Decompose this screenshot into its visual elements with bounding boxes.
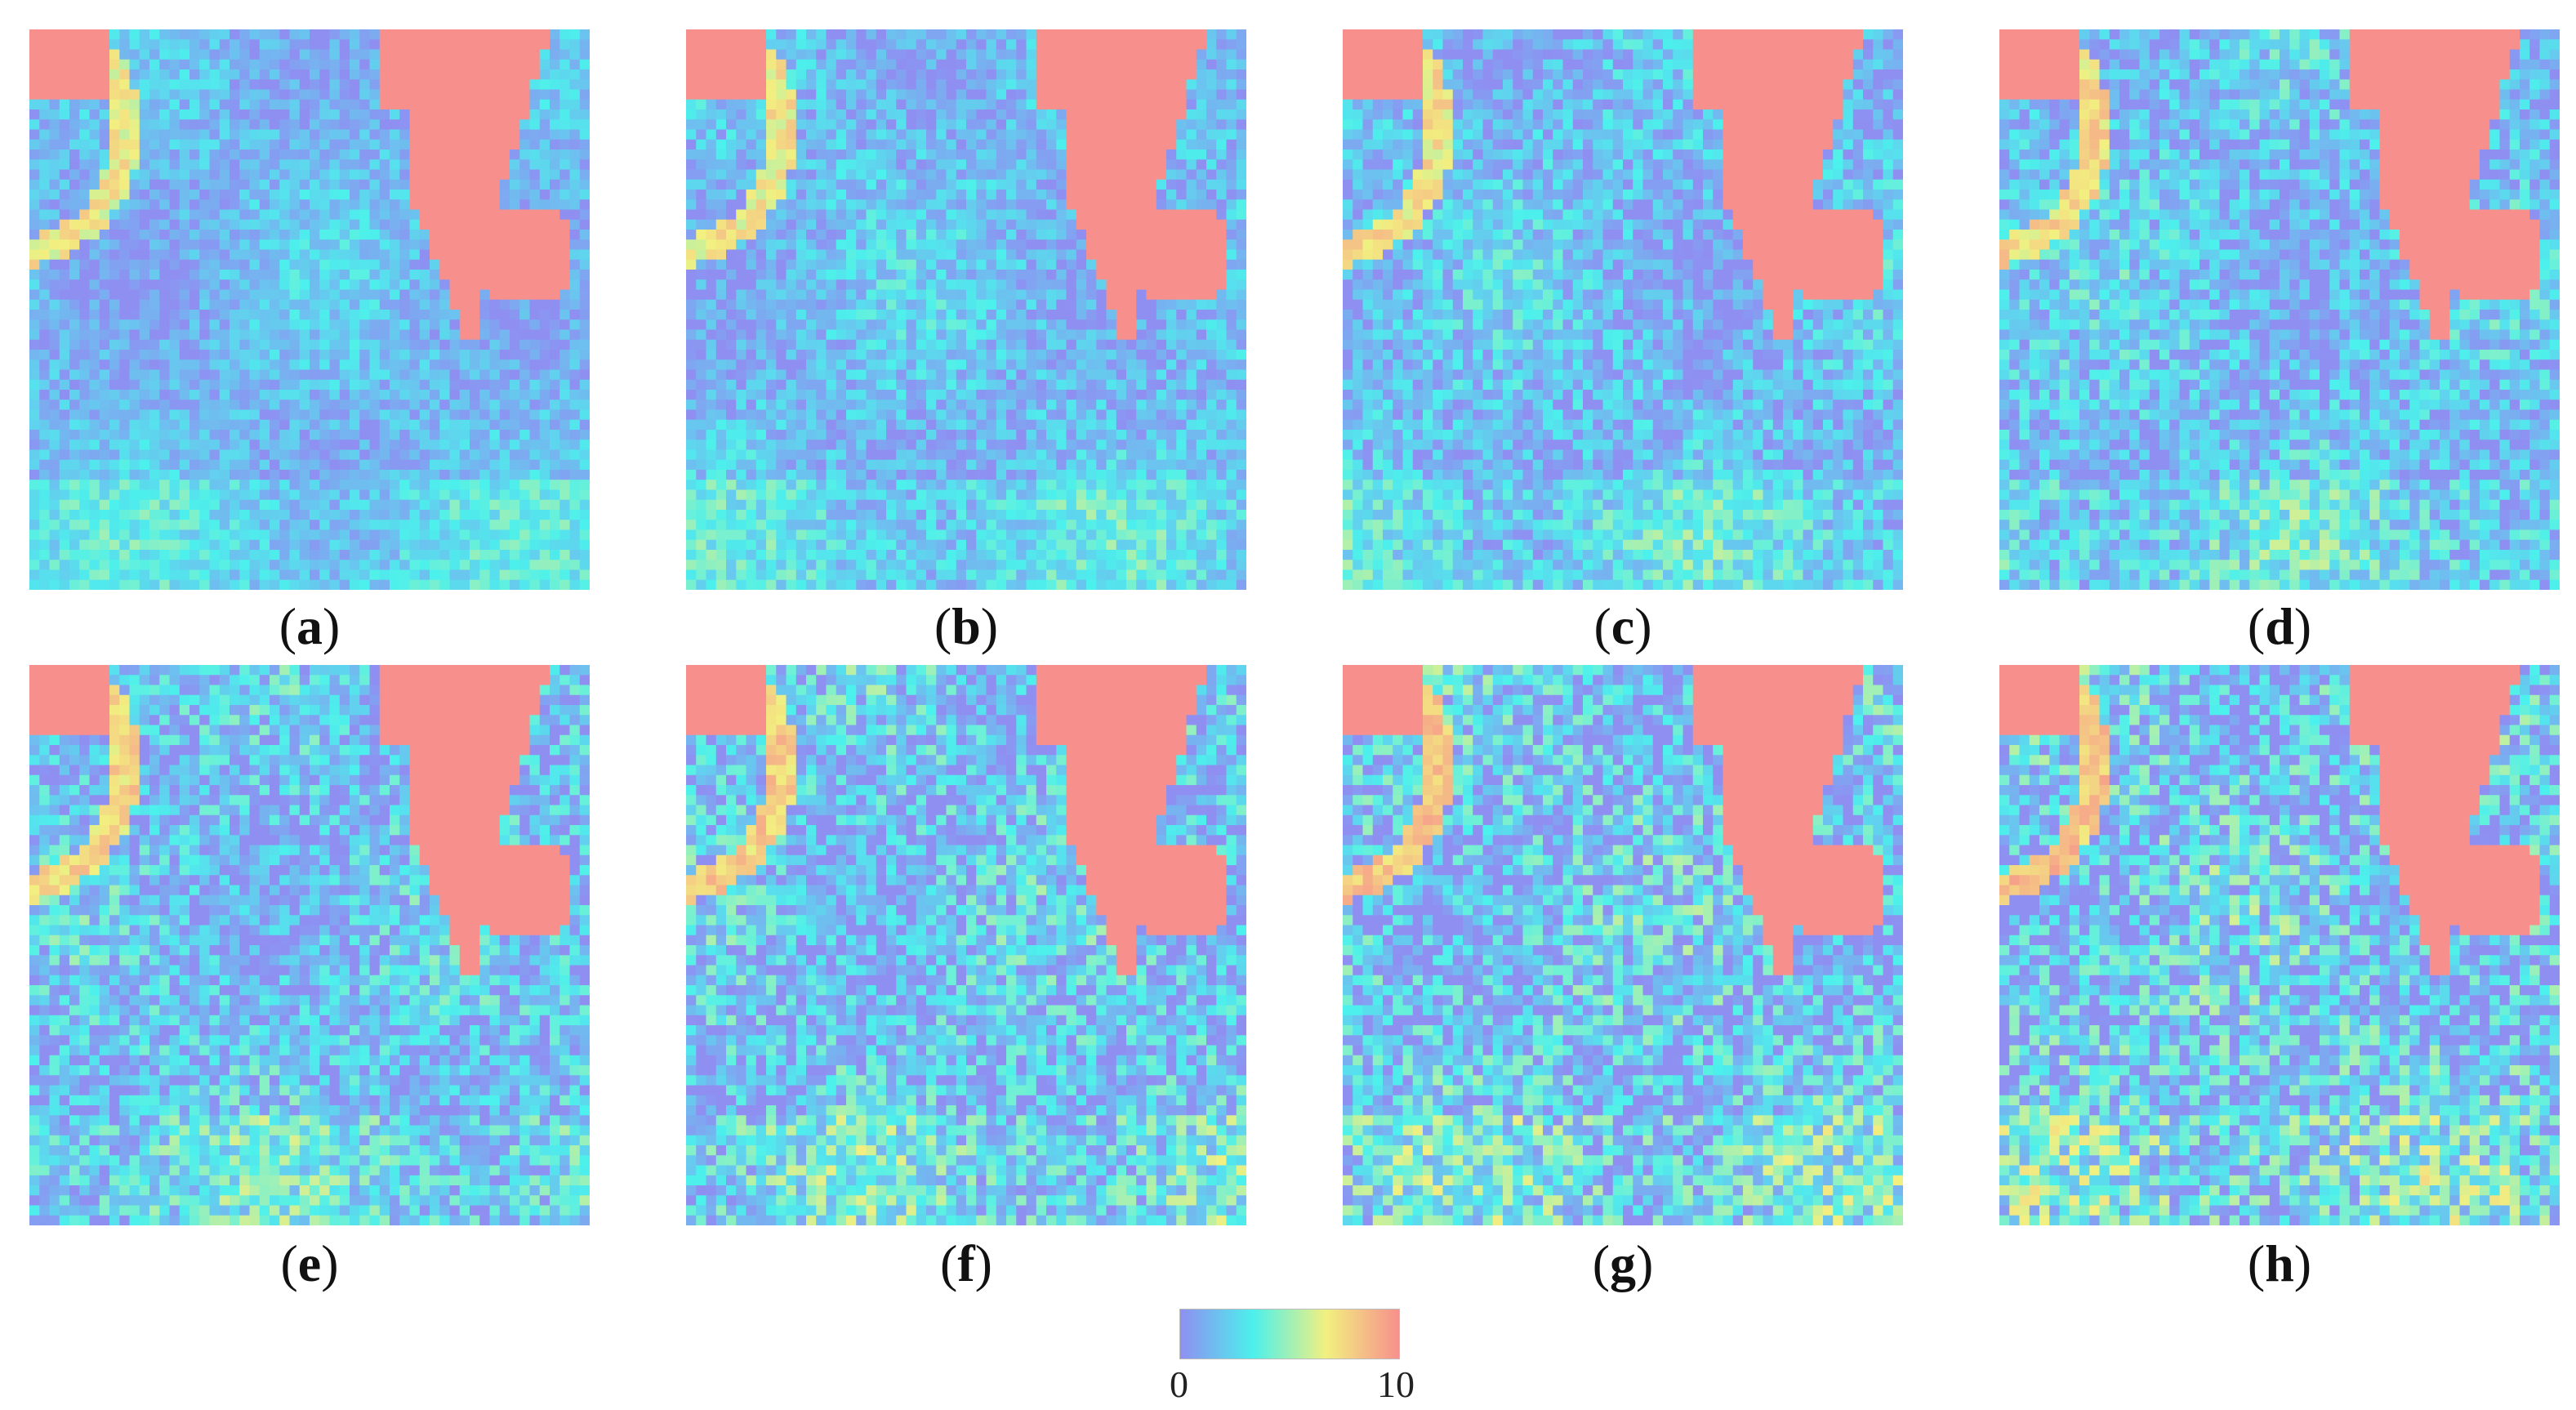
caption-h: (h) xyxy=(1999,1234,2560,1294)
colorbar-min-label: 0 xyxy=(1170,1363,1188,1406)
map-panel-f xyxy=(686,665,1246,1225)
caption-a: (a) xyxy=(29,596,590,657)
caption-d: (d) xyxy=(1999,596,2560,657)
colorbar xyxy=(1179,1309,1400,1359)
map-panel-d xyxy=(1999,29,2560,590)
caption-f: (f) xyxy=(686,1234,1246,1294)
map-panel-g xyxy=(1343,665,1903,1225)
caption-b: (b) xyxy=(686,596,1246,657)
map-panel-b xyxy=(686,29,1246,590)
caption-c: (c) xyxy=(1343,596,1903,657)
map-panel-c xyxy=(1343,29,1903,590)
caption-g: (g) xyxy=(1343,1234,1903,1294)
map-panel-e xyxy=(29,665,590,1225)
colorbar-max-label: 10 xyxy=(1377,1363,1415,1406)
caption-e: (e) xyxy=(29,1234,590,1294)
map-panel-a xyxy=(29,29,590,590)
map-panel-h xyxy=(1999,665,2560,1225)
